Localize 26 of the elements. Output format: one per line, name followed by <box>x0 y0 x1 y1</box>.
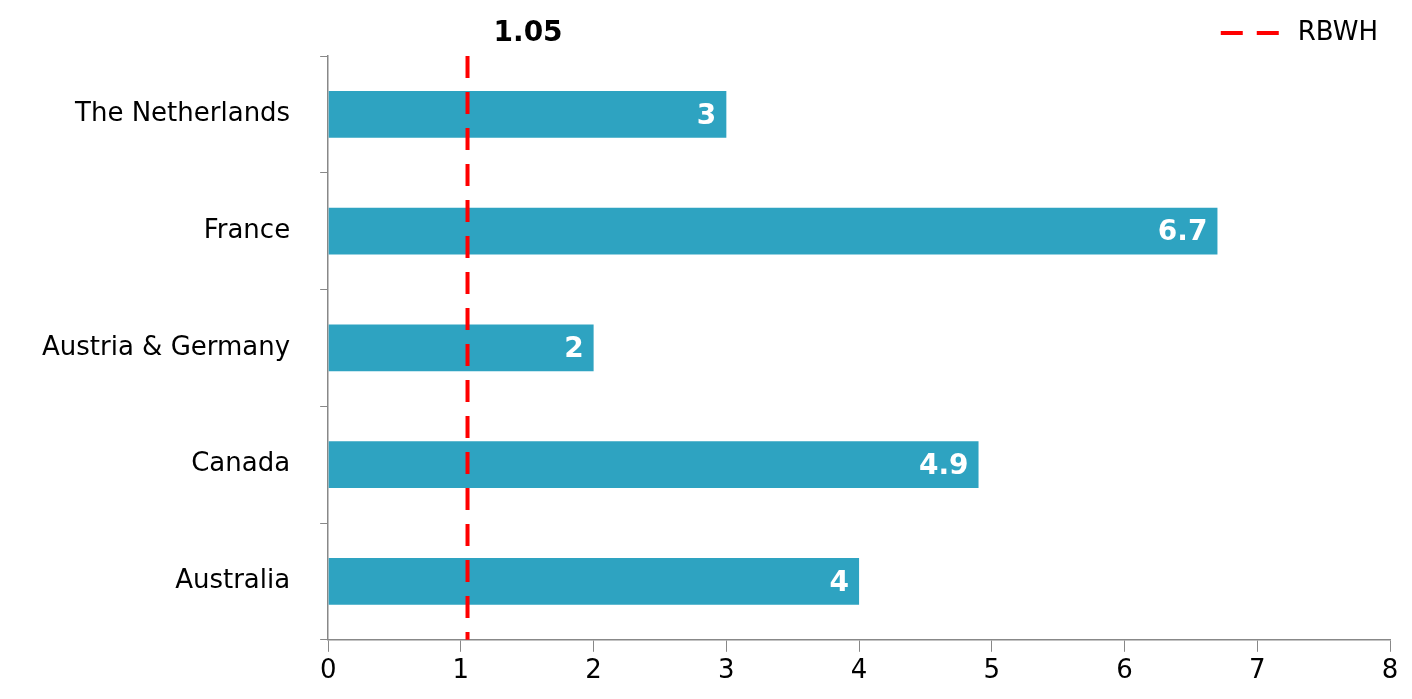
x-tick-label: 5 <box>983 654 1001 685</box>
data-label: 4.9 <box>918 447 969 481</box>
y-tick-label: Australia <box>175 564 291 595</box>
x-tick-label: 8 <box>1381 654 1399 685</box>
y-tick-label: Canada <box>191 447 291 478</box>
bar <box>328 324 594 372</box>
bar <box>328 207 1218 255</box>
data-label: 2 <box>564 331 584 365</box>
x-tick-label: 4 <box>850 654 868 685</box>
x-tick-label: 7 <box>1249 654 1266 685</box>
x-tick-label: 3 <box>718 654 735 685</box>
data-label: 6.7 <box>1157 214 1208 248</box>
bar <box>328 91 727 138</box>
y-tick-label: Austria & Germany <box>42 330 291 361</box>
x-tick-label: 0 <box>319 654 337 685</box>
x-tick-label: 1 <box>452 654 470 685</box>
bar <box>328 558 860 605</box>
y-tick-label: The Netherlands <box>74 97 291 128</box>
bar <box>328 441 979 489</box>
data-label: 3 <box>696 97 717 131</box>
x-tick-label: 6 <box>1116 654 1133 685</box>
text: 1.05 <box>493 15 563 49</box>
x-tick-label: 2 <box>585 654 602 685</box>
legend-label: RBWH <box>1297 15 1378 46</box>
y-tick-label: France <box>203 213 291 244</box>
data-label: 4 <box>829 564 850 598</box>
